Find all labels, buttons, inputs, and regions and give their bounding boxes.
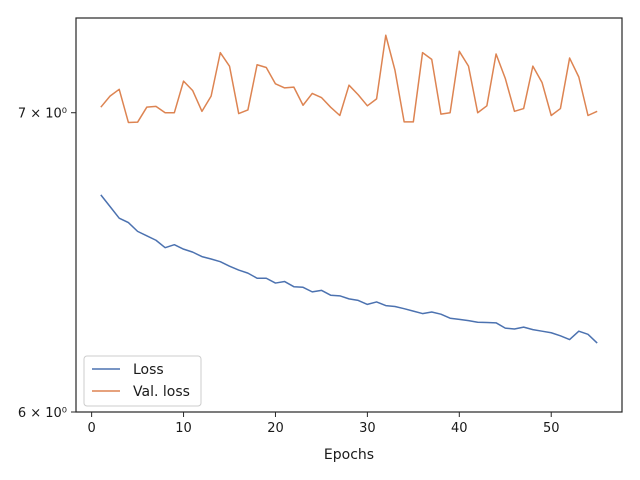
legend-label: Val. loss <box>133 384 190 400</box>
y-tick-label: 6 × 10⁰ <box>18 406 67 421</box>
x-tick-label: 0 <box>87 421 95 436</box>
series-line-loss <box>100 194 598 344</box>
x-axis: 0 10 20 30 40 50 <box>87 412 559 436</box>
x-tick-label: 50 <box>543 421 560 436</box>
y-tick-label: 7 × 10⁰ <box>18 107 67 122</box>
x-tick-label: 20 <box>267 421 284 436</box>
x-tick-label: 40 <box>451 421 468 436</box>
plot-frame <box>75 17 623 413</box>
x-tick-label: 10 <box>175 421 192 436</box>
legend-label: Loss <box>133 362 164 378</box>
series-line-val-loss <box>100 34 598 124</box>
legend: Loss Val. loss <box>83 355 202 407</box>
series-layer <box>100 34 598 344</box>
x-tick-label: 30 <box>359 421 376 436</box>
x-axis-label: Epochs <box>324 447 374 463</box>
y-axis: 6 × 10⁰ 7 × 10⁰ <box>18 107 76 421</box>
